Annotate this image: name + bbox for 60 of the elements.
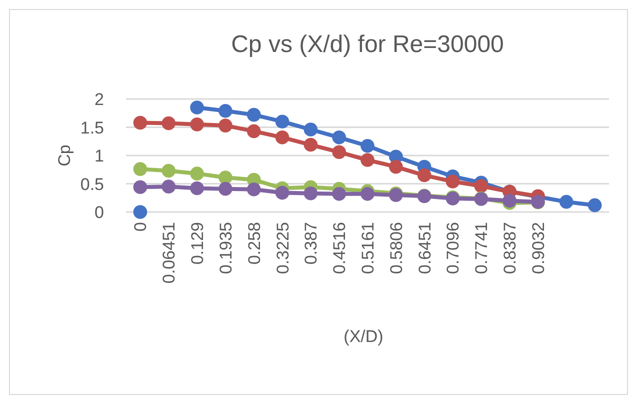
y-tick-label: 1.5 bbox=[80, 118, 104, 138]
point bbox=[275, 114, 290, 128]
point bbox=[332, 130, 346, 144]
x-tick-label: 0.129 bbox=[188, 222, 208, 265]
x-tick-label: 0.5806 bbox=[386, 222, 406, 274]
point bbox=[162, 116, 176, 130]
y-tick-label: 2 bbox=[94, 90, 104, 109]
point bbox=[162, 164, 176, 178]
x-tick-label: 0 bbox=[131, 222, 150, 232]
point bbox=[133, 205, 148, 219]
point bbox=[304, 122, 318, 136]
point bbox=[360, 187, 374, 201]
point bbox=[588, 198, 602, 212]
point bbox=[246, 182, 261, 196]
point bbox=[304, 186, 318, 200]
x-tick-label: 0.4516 bbox=[330, 222, 350, 274]
point bbox=[218, 182, 232, 196]
point bbox=[275, 130, 290, 144]
x-tick-label: 0.1935 bbox=[216, 222, 236, 274]
chart-title: Cp vs (X/d) for Re=30000 bbox=[231, 31, 504, 58]
point bbox=[332, 187, 346, 201]
point bbox=[275, 186, 290, 200]
point bbox=[502, 194, 516, 208]
point bbox=[190, 100, 204, 114]
point bbox=[218, 170, 232, 184]
point bbox=[246, 108, 261, 122]
point bbox=[133, 180, 148, 194]
point bbox=[133, 162, 148, 176]
point bbox=[133, 116, 148, 130]
point bbox=[360, 153, 374, 167]
x-tick-label: 0.7741 bbox=[472, 222, 492, 274]
point bbox=[190, 118, 204, 132]
point bbox=[332, 145, 346, 160]
point bbox=[417, 168, 432, 182]
y-axis-title: Cp bbox=[55, 144, 74, 166]
x-tick-label: 0.387 bbox=[302, 222, 321, 265]
x-tick-label: 0.9032 bbox=[528, 222, 548, 274]
point bbox=[162, 180, 176, 194]
point bbox=[360, 139, 374, 153]
x-tick-label: 0.3225 bbox=[273, 222, 292, 274]
point bbox=[190, 181, 204, 196]
y-tick-label: 0.5 bbox=[80, 174, 104, 194]
point bbox=[190, 166, 204, 180]
y-tick-label: 0 bbox=[94, 203, 104, 222]
x-tick-label: 0.7096 bbox=[444, 222, 463, 274]
point bbox=[218, 104, 232, 118]
y-tick-label: 1 bbox=[94, 146, 104, 166]
x-tick-label: 0.06451 bbox=[160, 222, 179, 284]
x-axis-title: (X/D) bbox=[344, 327, 384, 346]
x-tick-label: 0.258 bbox=[244, 222, 264, 265]
point bbox=[474, 179, 488, 193]
point bbox=[559, 194, 574, 209]
point bbox=[304, 138, 318, 152]
x-tick-label: 0.5161 bbox=[358, 222, 378, 274]
point bbox=[246, 124, 261, 138]
point bbox=[446, 174, 460, 188]
x-tick-label: 0.8387 bbox=[500, 222, 520, 274]
point bbox=[389, 160, 403, 174]
point bbox=[218, 118, 232, 132]
x-tick-label: 0.6451 bbox=[415, 222, 434, 274]
